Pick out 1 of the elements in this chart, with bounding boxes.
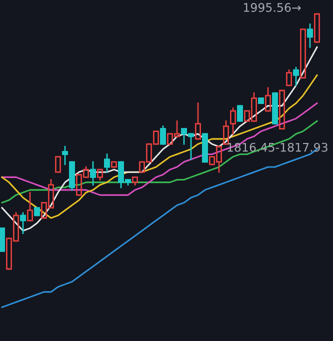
text: 1995.56→ [244, 3, 301, 12]
